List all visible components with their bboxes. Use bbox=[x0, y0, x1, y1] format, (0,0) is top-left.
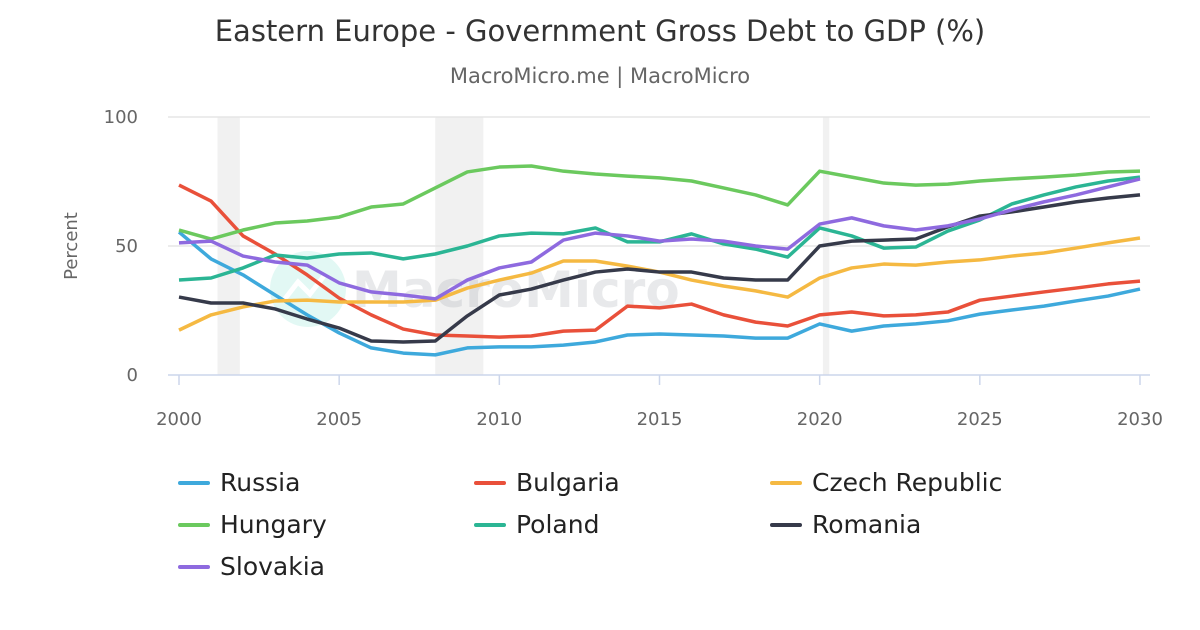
series-line-slovakia[interactable] bbox=[178, 177, 1141, 301]
legend-swatch bbox=[474, 480, 506, 485]
x-tick-label: 2010 bbox=[476, 409, 522, 430]
legend-label: Hungary bbox=[220, 510, 327, 539]
legend-item-hungary[interactable]: Hungary bbox=[178, 510, 327, 539]
x-tick-label: 2030 bbox=[1117, 409, 1163, 430]
series-line-bulgaria[interactable] bbox=[178, 183, 1141, 339]
legend-swatch bbox=[770, 480, 802, 485]
y-axis-label: Percent bbox=[61, 212, 82, 280]
chart-subtitle: MacroMicro.me | MacroMicro bbox=[449, 64, 751, 88]
x-tick-label: 2020 bbox=[797, 409, 843, 430]
legend-item-poland[interactable]: Poland bbox=[474, 510, 599, 539]
x-tick-label: 2005 bbox=[316, 409, 362, 430]
legend-label: Czech Republic bbox=[812, 468, 1003, 497]
legend-item-russia[interactable]: Russia bbox=[178, 468, 300, 497]
y-tick-label: 100 bbox=[104, 107, 138, 128]
legend-item-slovakia[interactable]: Slovakia bbox=[178, 552, 325, 581]
x-tick-label: 2000 bbox=[156, 409, 202, 430]
legend-swatch bbox=[474, 522, 506, 527]
legend-item-romania[interactable]: Romania bbox=[770, 510, 921, 539]
watermark-logo: MacroMicro bbox=[270, 251, 680, 327]
y-tick-label: 50 bbox=[115, 236, 138, 257]
legend-label: Romania bbox=[812, 510, 922, 539]
legend-label: Slovakia bbox=[220, 552, 325, 581]
series-line-hungary[interactable] bbox=[178, 164, 1141, 241]
legend-label: Russia bbox=[220, 468, 301, 497]
x-tick-label: 2015 bbox=[637, 409, 683, 430]
y-tick-label: 0 bbox=[127, 365, 138, 386]
x-tick-label: 2025 bbox=[957, 409, 1003, 430]
legend-item-czech-republic[interactable]: Czech Republic bbox=[770, 468, 1002, 497]
legend-swatch bbox=[178, 564, 210, 569]
legend-swatch bbox=[770, 522, 802, 527]
legend-label: Bulgaria bbox=[516, 468, 620, 497]
legend-swatch bbox=[178, 522, 210, 527]
legend-label: Poland bbox=[516, 510, 600, 539]
legend-item-bulgaria[interactable]: Bulgaria bbox=[474, 468, 620, 497]
line-chart: MacroMicro 0 50 100 2000 2005 2010 2015 2020 202… bbox=[61, 107, 1163, 430]
chart-title: Eastern Europe - Government Gross Debt t… bbox=[214, 14, 986, 48]
legend-swatch bbox=[178, 480, 210, 485]
series-line-russia[interactable] bbox=[177, 230, 1141, 357]
series-line-romania[interactable] bbox=[178, 193, 1141, 344]
